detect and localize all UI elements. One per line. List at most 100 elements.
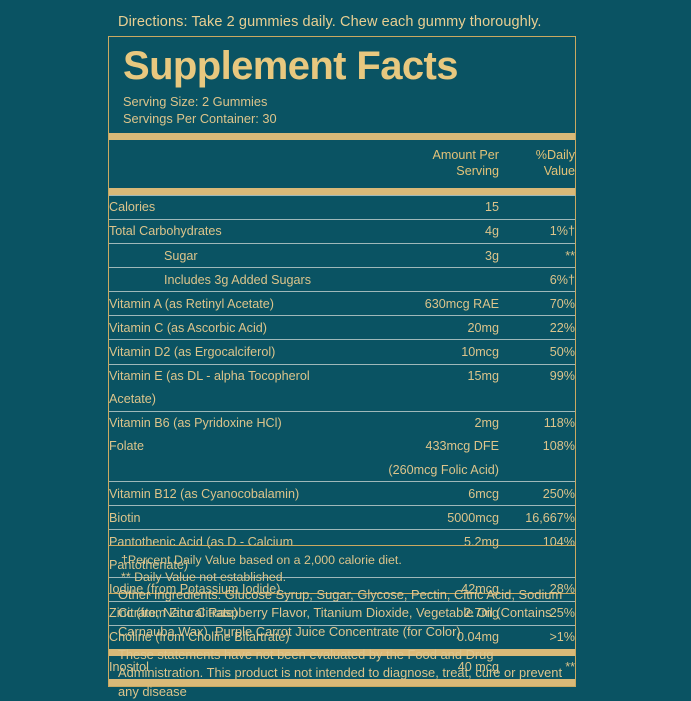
nutrient-row: Pantothenate) (109, 553, 575, 577)
nutrient-amount: 40 mcg (457, 660, 499, 675)
nutrient-name: Acetate) (109, 392, 156, 407)
nutrient-amount: 5000mcg (367, 505, 499, 530)
nutrient-name: Sugar (109, 243, 367, 268)
nutrient-name: Includes 3g Added Sugars (109, 267, 367, 292)
nutrient-daily-value (499, 194, 575, 220)
nutrient-row: Vitamin D2 (as Ergocalciferol) 10mcg 50% (109, 339, 575, 365)
nutrient-daily-value: 250% (499, 481, 575, 506)
panel-title: Supplement Facts (123, 44, 459, 88)
nutrient-amount: 15mg (367, 363, 499, 388)
nutrient-row: Sugar 3g ** (109, 243, 575, 268)
nutrient-daily-value: 108% (542, 439, 575, 454)
nutrient-daily-value (499, 388, 575, 412)
nutrient-amount: 2.7mg (367, 600, 499, 626)
header-dv-line2: Value (543, 164, 575, 179)
nutrient-amount: 20mg (367, 315, 499, 340)
nutrient-name: Vitamin C (as Ascorbic Acid) (109, 315, 367, 340)
nutrient-daily-value: 16,667% (499, 505, 575, 530)
nutrient-amount (367, 388, 499, 412)
nutrient-row: Choline (from Choline Bitartrate) 0.04mg >… (109, 624, 575, 649)
divider-thick-bottom (109, 678, 575, 686)
nutrient-amount: 15 (367, 194, 499, 220)
nutrient-name: Biotin (109, 505, 367, 530)
nutrient-name: Pantothenate) (109, 557, 189, 572)
nutrient-amount: 0.04mg (367, 624, 499, 649)
nutrient-name: Inositol (109, 660, 149, 675)
footnote-daily-value: †Percent Daily Value based on a 2,000 ca… (121, 553, 402, 567)
header-amount-line1: Amount Per (432, 148, 500, 163)
nutrient-amount: 630mcg RAE (367, 291, 499, 316)
nutrient-name: Iodine (from Potassium Iodide) (109, 576, 367, 602)
nutrient-daily-value: >1% (499, 624, 575, 649)
nutrient-name: Total Carbohydrates (109, 218, 367, 244)
nutrient-name: Vitamin B12 (as Cyanocobalamin) (109, 481, 367, 506)
nutrient-row: Inositol 40 mcg ** (109, 656, 575, 679)
nutrient-row: Includes 3g Added Sugars 6%† (109, 267, 575, 292)
nutrition-table-secondary: Inositol 40 mcg ** (109, 656, 575, 679)
divider-thick-header (109, 187, 575, 195)
nutrient-name (109, 458, 367, 482)
header-amount-per-serving: Amount Per Serving (367, 140, 500, 188)
divider-thick-top (109, 133, 575, 141)
nutrient-row: Zinc (from Zinc Citrate) 2.7mg 25% (109, 600, 575, 626)
nutrient-daily-value: 22% (499, 315, 575, 340)
nutrient-row: Iodine (from Potassium Iodide) 42mcg 28% (109, 576, 575, 602)
nutrient-amount: 10mcg (367, 339, 499, 365)
fda-disclaimer-text: These statements have not been evaluated… (118, 647, 563, 699)
nutrient-name: Vitamin A (as Retinyl Acetate) (109, 291, 367, 316)
footnote-not-established: ** Daily Value not established. (121, 569, 287, 584)
nutrient-row: Vitamin B6 (as Pyridoxine HCl) 2mg 118% (109, 410, 575, 435)
servings-per-container: Servings Per Container: 30 (123, 110, 277, 126)
other-ingredients-text: Other Ingredients: Glucose Syrup, Sugar,… (118, 587, 563, 639)
nutrient-amount: 433mcg DFE (425, 439, 500, 454)
nutrient-name: Vitamin E (as DL - alpha Tocopherol (109, 363, 367, 388)
nutrient-row: Calories 15 (109, 194, 575, 220)
nutrient-daily-value: 99% (499, 363, 575, 388)
nutrient-amount: 6mcg (367, 481, 499, 506)
nutrient-amount: 4g (367, 218, 499, 244)
nutrition-table: Calories 15 Total Carbohydrates 4g 1%† Sugar 3… (109, 194, 575, 649)
nutrient-row: Folate 433mcg DFE 108% (109, 435, 575, 458)
nutrient-row: Pantothenic Acid (as D - Calcium 5.2mg 104… (109, 529, 575, 554)
nutrient-row: Biotin 5000mcg 16,667% (109, 505, 575, 530)
nutrient-row: Acetate) (109, 388, 575, 412)
nutrient-daily-value: ** (565, 660, 575, 675)
header-blank (109, 140, 367, 188)
nutrient-amount (367, 267, 499, 292)
footnote-box: †Percent Daily Value based on a 2,000 ca… (108, 545, 576, 594)
nutrient-amount: 42mcg (367, 576, 499, 602)
nutrient-daily-value: 6%† (499, 267, 575, 292)
nutrient-name: Folate (109, 439, 145, 454)
nutrient-amount: 5.2mg (367, 529, 499, 554)
nutrient-daily-value: 25% (499, 600, 575, 626)
directions-text: Directions: Take 2 gummies daily. Chew e… (118, 14, 542, 30)
header-daily-value: %Daily Value (499, 140, 575, 188)
header-amount-line2: Serving (456, 164, 499, 179)
nutrient-daily-value: 28% (499, 576, 575, 602)
nutrient-daily-value: 1%† (499, 218, 575, 244)
nutrient-amount: 3g (367, 243, 499, 268)
nutrient-amount: (260mcg Folic Acid) (388, 462, 499, 477)
divider-thick-secondary (109, 648, 575, 656)
nutrient-daily-value: ** (499, 243, 575, 268)
nutrient-row: Vitamin B12 (as Cyanocobalamin) 6mcg 250% (109, 481, 575, 506)
header-dv-line1: %Daily (535, 148, 575, 163)
nutrient-daily-value: 118% (499, 410, 575, 435)
nutrient-daily-value: 50% (499, 339, 575, 365)
nutrient-row: Vitamin E (as DL - alpha Tocopherol 15mg 9… (109, 363, 575, 388)
nutrient-row: Total Carbohydrates 4g 1%† (109, 218, 575, 244)
table-header-row: Amount Per Serving %Daily Value (109, 140, 576, 188)
nutrient-name: Choline (from Choline Bitartrate) (109, 624, 367, 649)
nutrient-name: Calories (109, 194, 367, 220)
nutrient-row: Vitamin A (as Retinyl Acetate) 630mcg RAE… (109, 291, 575, 316)
nutrient-name: Vitamin D2 (as Ergocalciferol) (109, 339, 367, 365)
nutrient-row: (260mcg Folic Acid) (109, 458, 575, 482)
nutrient-row: Vitamin C (as Ascorbic Acid) 20mg 22% (109, 315, 575, 340)
nutrient-daily-value: 70% (499, 291, 575, 316)
serving-info: Serving Size: 2 Gummies Servings Per Con… (109, 89, 575, 133)
nutrient-name: Vitamin B6 (as Pyridoxine HCl) (109, 410, 367, 435)
serving-size: Serving Size: 2 Gummies (123, 93, 268, 109)
nutrition-header-table: Amount Per Serving %Daily Value (109, 140, 576, 188)
nutrient-daily-value (499, 458, 575, 482)
